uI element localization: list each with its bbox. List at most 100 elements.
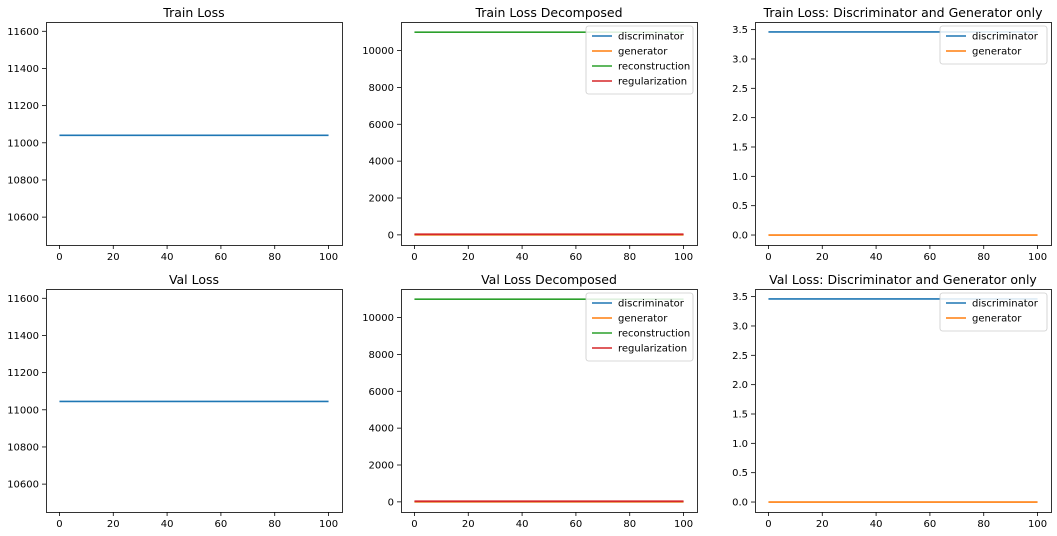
x-tick-label: 60 [570, 252, 583, 263]
x-tick-label: 60 [924, 252, 937, 263]
chart-title: Train Loss [162, 5, 224, 20]
legend: discriminator generator [939, 25, 1048, 65]
x-tick-label: 0 [411, 519, 417, 530]
y-tick-label: 3.5 [732, 25, 748, 36]
legend-label: generator [972, 314, 1022, 325]
legend-label: discriminator [618, 299, 685, 310]
y-tick-label: 11200 [7, 368, 39, 379]
legend-box [585, 25, 694, 95]
y-tick-label: 4000 [369, 424, 394, 435]
legend-label: discriminator [972, 32, 1039, 43]
legend: discriminator generator [939, 292, 1048, 332]
y-tick-label: 3.0 [732, 54, 748, 65]
x-tick-label: 100 [1028, 252, 1047, 263]
axes-frame [755, 289, 1052, 513]
legend-label: generator [618, 47, 668, 58]
y-tick-label: 10600 [7, 480, 39, 491]
x-tick-label: 80 [623, 519, 636, 530]
y-tick-label: 3.0 [732, 321, 748, 332]
y-tick-label: 10600 [7, 213, 39, 224]
y-tick-label: 1.0 [732, 439, 748, 450]
legend-label: regularization [618, 77, 687, 88]
subplot-6: Val Loss: Discriminator and Generator on… [732, 272, 1052, 530]
legend-label: generator [618, 314, 668, 325]
chart-title: Val Loss: Discriminator and Generator on… [769, 272, 1037, 287]
x-tick-label: 60 [215, 519, 228, 530]
x-tick-label: 80 [268, 519, 281, 530]
y-tick-label: 10000 [362, 46, 394, 57]
y-tick-label: 0.0 [732, 231, 748, 242]
x-tick-label: 40 [516, 252, 529, 263]
legend-box [939, 25, 1048, 65]
legend-box [585, 292, 694, 362]
subplot-2: Train Loss Decomposed 0 20 40 60 80 100 0 2000 40… [362, 5, 698, 263]
legend-label: discriminator [972, 299, 1039, 310]
x-tick-label: 0 [56, 252, 62, 263]
axes-frame [46, 22, 343, 246]
legend-label: reconstruction [618, 329, 690, 340]
x-tick-label: 100 [674, 519, 693, 530]
x-tick-label: 40 [516, 519, 529, 530]
y-tick-label: 0 [388, 497, 394, 508]
x-tick-label: 100 [1028, 519, 1047, 530]
axes-frame [401, 289, 698, 513]
y-tick-label: 10800 [7, 442, 39, 453]
y-tick-label: 11400 [7, 331, 39, 342]
x-tick-label: 20 [462, 519, 475, 530]
y-tick-label: 10800 [7, 175, 39, 186]
y-tick-label: 8000 [369, 350, 394, 361]
y-tick-label: 2000 [369, 194, 394, 205]
y-tick-label: 11000 [7, 405, 39, 416]
legend-label: discriminator [618, 32, 685, 43]
y-tick-label: 0.0 [732, 498, 748, 509]
x-tick-label: 80 [977, 252, 990, 263]
y-tick-label: 2.5 [732, 351, 748, 362]
x-tick-label: 100 [674, 252, 693, 263]
x-tick-label: 40 [161, 252, 174, 263]
subplot-3: Train Loss: Discriminator and Generator … [732, 5, 1052, 263]
y-tick-label: 4000 [369, 157, 394, 168]
y-tick-label: 0 [388, 230, 394, 241]
y-tick-label: 2.0 [732, 380, 748, 391]
legend-box [939, 292, 1048, 332]
y-tick-label: 1.0 [732, 172, 748, 183]
legend-label: reconstruction [618, 62, 690, 73]
x-tick-label: 40 [870, 519, 883, 530]
y-tick-label: 6000 [369, 120, 394, 131]
y-tick-label: 11600 [7, 27, 39, 38]
x-tick-label: 40 [870, 252, 883, 263]
x-tick-label: 80 [977, 519, 990, 530]
x-tick-label: 80 [268, 252, 281, 263]
chart-title: Val Loss [169, 272, 219, 287]
chart-title: Train Loss Decomposed [474, 5, 622, 20]
y-tick-label: 11000 [7, 138, 39, 149]
axes-frame [755, 22, 1052, 246]
y-tick-label: 2.0 [732, 113, 748, 124]
x-tick-label: 20 [816, 519, 829, 530]
x-tick-label: 0 [411, 252, 417, 263]
x-tick-label: 60 [924, 519, 937, 530]
y-tick-label: 3.5 [732, 292, 748, 303]
legend-label: generator [972, 47, 1022, 58]
x-tick-label: 40 [161, 519, 174, 530]
y-tick-label: 1.5 [732, 142, 748, 153]
x-tick-label: 20 [462, 252, 475, 263]
x-tick-label: 0 [765, 252, 771, 263]
y-tick-label: 2.5 [732, 84, 748, 95]
x-tick-label: 20 [107, 252, 120, 263]
y-tick-label: 11200 [7, 101, 39, 112]
x-tick-label: 60 [215, 252, 228, 263]
x-tick-label: 20 [107, 519, 120, 530]
x-tick-label: 100 [319, 252, 338, 263]
x-tick-label: 60 [570, 519, 583, 530]
x-tick-label: 20 [816, 252, 829, 263]
x-tick-label: 0 [765, 519, 771, 530]
x-tick-label: 80 [623, 252, 636, 263]
y-tick-label: 11400 [7, 64, 39, 75]
x-tick-label: 100 [319, 519, 338, 530]
y-tick-label: 2000 [369, 461, 394, 472]
y-tick-label: 6000 [369, 387, 394, 398]
y-tick-label: 8000 [369, 83, 394, 94]
x-tick-label: 0 [56, 519, 62, 530]
